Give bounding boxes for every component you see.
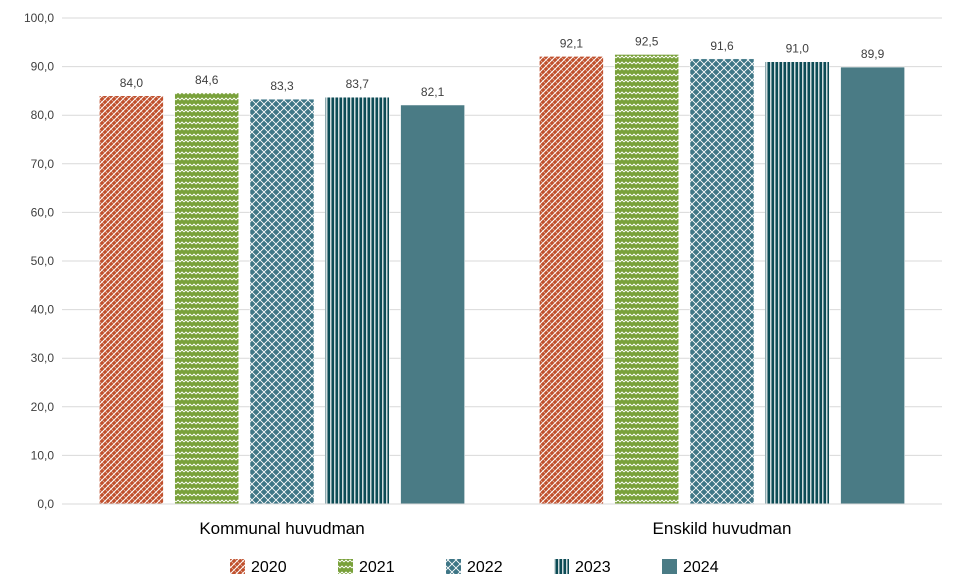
y-tick-label: 20,0 (31, 400, 55, 414)
data-label: 83,3 (270, 79, 294, 93)
data-label: 82,1 (421, 85, 445, 99)
legend-label-2023: 2023 (575, 559, 611, 576)
legend: 2020 2021 2022 2023 2024 (230, 559, 719, 576)
legend-label-2022: 2022 (467, 559, 503, 576)
data-label: 91,0 (786, 42, 810, 56)
data-label: 92,1 (560, 36, 584, 50)
y-tick-label: 70,0 (31, 157, 55, 171)
data-label: 89,9 (861, 47, 885, 61)
bar-2021-enskild (614, 54, 679, 505)
legend-label-2024: 2024 (683, 559, 719, 576)
legend-label-2020: 2020 (251, 559, 287, 576)
y-tick-label: 10,0 (31, 448, 55, 462)
y-tick-label: 90,0 (31, 60, 55, 74)
category-label: Enskild huvudman (653, 519, 792, 538)
bar-2021-kommunal (174, 92, 239, 505)
bars (99, 54, 905, 505)
data-label: 84,0 (120, 76, 144, 90)
bar-2022-enskild (689, 58, 755, 505)
legend-swatch-2020 (230, 559, 245, 574)
y-tick-label: 60,0 (31, 205, 55, 219)
bar-2020-enskild (539, 56, 604, 505)
bar-2023-kommunal (325, 96, 390, 505)
y-tick-label: 30,0 (31, 351, 55, 365)
bar-2022-kommunal (249, 98, 315, 505)
legend-swatch-2021 (338, 559, 353, 574)
y-tick-label: 80,0 (31, 108, 55, 122)
data-label: 91,6 (710, 39, 734, 53)
legend-swatch-2022 (446, 559, 461, 574)
y-tick-label: 40,0 (31, 303, 55, 317)
data-label: 84,6 (195, 73, 219, 87)
data-label: 83,7 (346, 77, 370, 91)
data-label: 92,5 (635, 34, 659, 48)
bar-2020-kommunal (99, 95, 164, 505)
category-labels: Kommunal huvudman Enskild huvudman (199, 519, 791, 538)
bar-2024-kommunal (400, 104, 465, 505)
category-label: Kommunal huvudman (199, 519, 364, 538)
legend-swatch-2023 (554, 559, 569, 574)
legend-swatch-2024 (662, 559, 677, 574)
y-tick-label: 100,0 (24, 11, 54, 25)
data-labels: 84,0 84,6 83,3 83,7 82,1 92,1 92,5 91,6 91,0 89,9 (120, 34, 885, 99)
y-tick-label: 50,0 (31, 254, 55, 268)
bar-2023-enskild (765, 61, 830, 505)
y-tick-label: 0,0 (37, 497, 54, 511)
y-axis-ticks: 0,0 10,0 20,0 30,0 40,0 50,0 60,0 70,0 80,0 90,0 1… (24, 11, 54, 511)
legend-label-2021: 2021 (359, 559, 395, 576)
bar-2024-enskild (840, 66, 905, 505)
